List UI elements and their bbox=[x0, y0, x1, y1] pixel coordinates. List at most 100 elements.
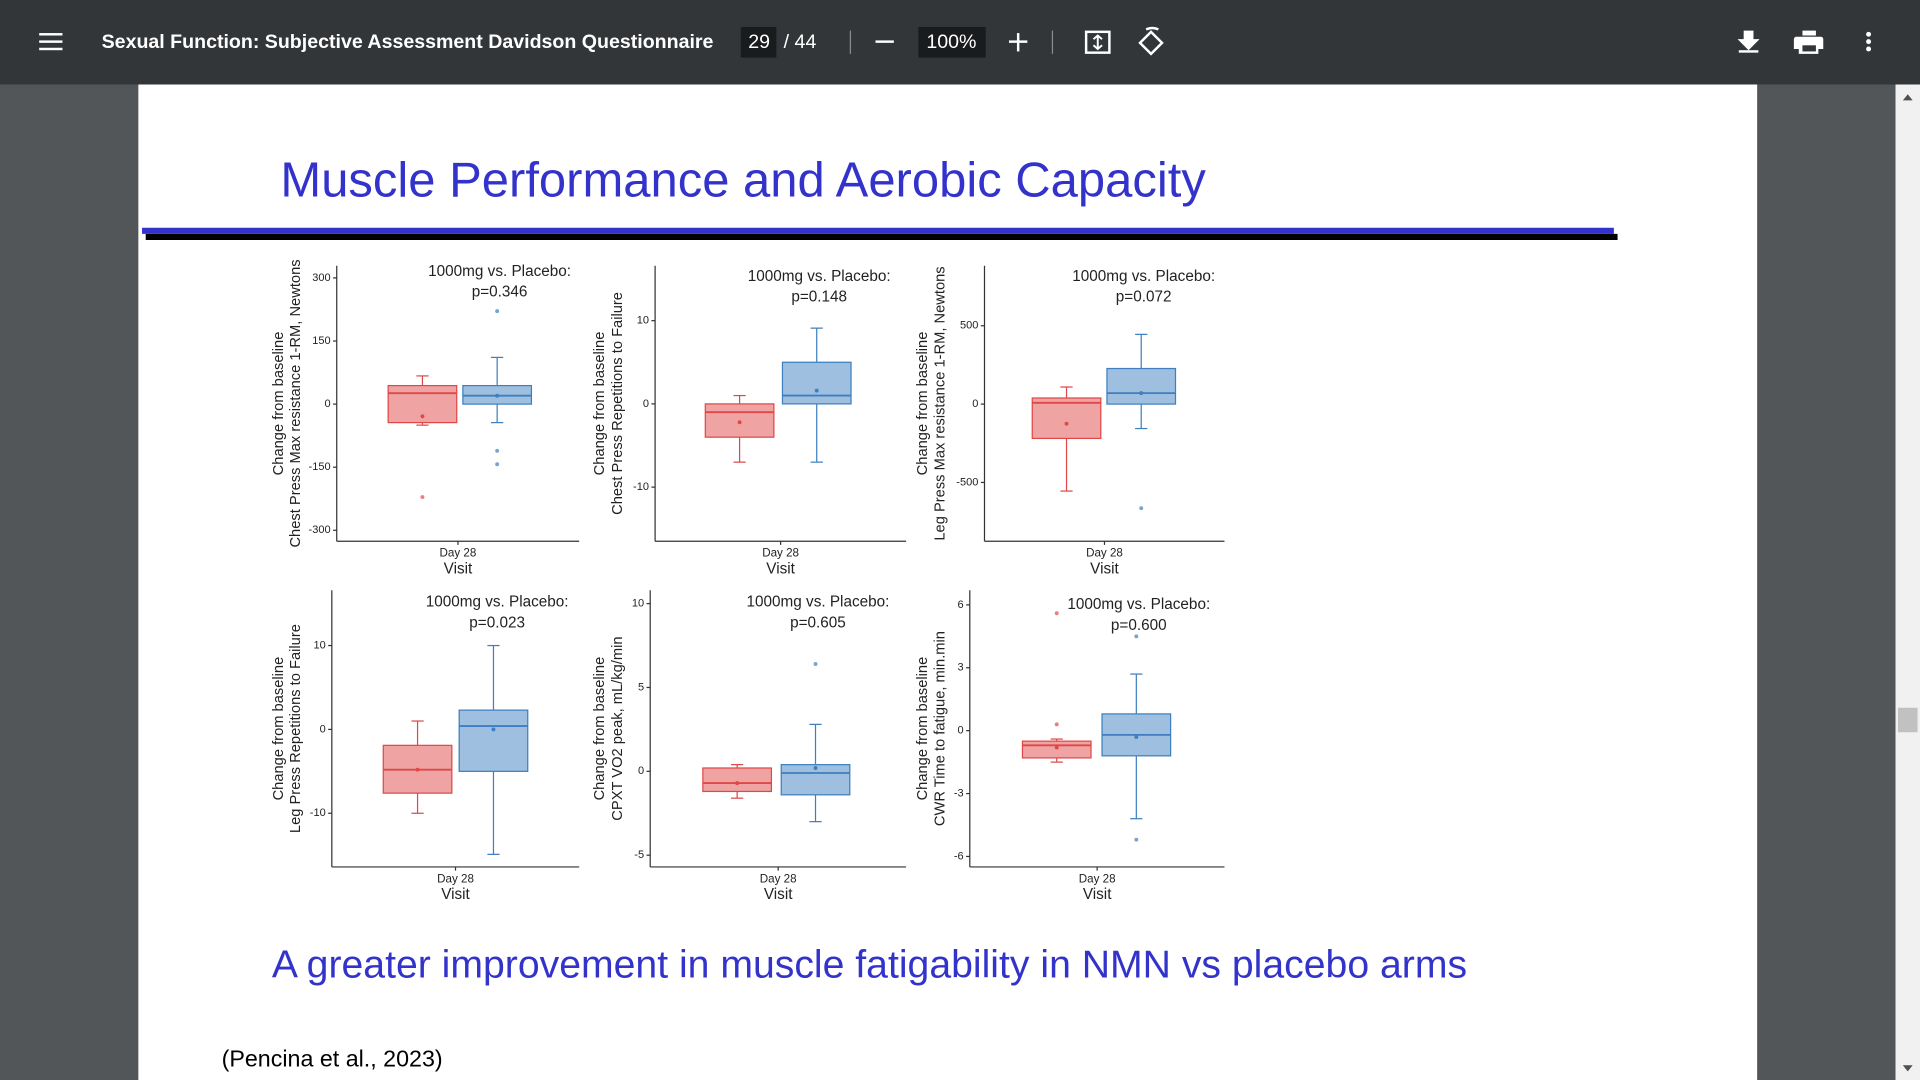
scrollbar-thumb[interactable] bbox=[1897, 707, 1918, 733]
p-value-annotation: 1000mg vs. Placebo: bbox=[428, 263, 571, 280]
outlier bbox=[495, 462, 500, 467]
y-tick-label: 0 bbox=[320, 723, 326, 735]
p-value-annotation: 1000mg vs. Placebo: bbox=[1072, 268, 1215, 285]
separator bbox=[1051, 30, 1054, 54]
menu-button[interactable] bbox=[39, 33, 63, 51]
p-value-annotation: 1000mg vs. Placebo: bbox=[747, 593, 890, 610]
y-axis-title: Leg Press Repetitions to Failure bbox=[288, 624, 304, 833]
y-tick-label: -3 bbox=[954, 787, 964, 799]
x-axis-title: Visit bbox=[766, 560, 795, 577]
y-tick-label: -5 bbox=[634, 849, 644, 861]
rotate[interactable] bbox=[1138, 26, 1164, 56]
more-options[interactable] bbox=[1866, 31, 1872, 52]
print[interactable] bbox=[1793, 30, 1824, 54]
mean bbox=[415, 767, 420, 772]
x-axis-title: Visit bbox=[1090, 560, 1119, 577]
outlier bbox=[1134, 837, 1139, 842]
y-axis-title: Change from baseline bbox=[271, 657, 287, 801]
y-tick-label: -10 bbox=[633, 481, 649, 493]
y-axis-title: Change from baseline bbox=[592, 657, 608, 801]
page-input-box[interactable] bbox=[740, 26, 777, 58]
outlier bbox=[420, 495, 425, 500]
outlier bbox=[1139, 506, 1144, 511]
p-value-annotation: p=0.346 bbox=[472, 284, 528, 301]
y-axis-title: Change from baseline bbox=[271, 332, 287, 476]
outlier bbox=[495, 448, 500, 453]
conclusion: A greater improvement in muscle fatigabi… bbox=[272, 944, 1467, 987]
mean bbox=[735, 781, 740, 786]
x-axis-title: Visit bbox=[441, 886, 470, 903]
scrollbar[interactable] bbox=[1895, 84, 1920, 1080]
x-tick-label: Day 28 bbox=[437, 872, 474, 885]
y-tick-label: 5 bbox=[638, 681, 644, 693]
zoom-out[interactable] bbox=[875, 40, 894, 43]
y-tick-label: 10 bbox=[632, 598, 644, 610]
y-tick-label: 300 bbox=[312, 272, 330, 284]
p-value-annotation: p=0.600 bbox=[1111, 617, 1167, 634]
scroll-up[interactable] bbox=[1902, 94, 1913, 101]
x-axis-title: Visit bbox=[1083, 886, 1112, 903]
y-tick-label: 10 bbox=[313, 639, 325, 651]
fit-page[interactable] bbox=[1084, 30, 1111, 54]
y-tick-label: 150 bbox=[312, 335, 330, 347]
p-value-annotation: 1000mg vs. Placebo: bbox=[1067, 596, 1210, 613]
outlier bbox=[1134, 634, 1139, 639]
box bbox=[781, 361, 852, 405]
y-axis-title: Change from baseline bbox=[915, 657, 931, 801]
y-tick-label: 6 bbox=[958, 599, 964, 611]
p-value-annotation: 1000mg vs. Placebo: bbox=[748, 268, 891, 285]
x-axis-title: Visit bbox=[444, 560, 473, 577]
y-tick-label: 0 bbox=[958, 725, 964, 737]
zoom-in[interactable] bbox=[1008, 33, 1028, 52]
zoom-level[interactable]: 100% bbox=[926, 31, 976, 53]
document-title: Sexual Function: Subjective Assessment D… bbox=[102, 31, 714, 53]
mean bbox=[1139, 391, 1144, 396]
page-total: / 44 bbox=[784, 31, 817, 53]
box bbox=[702, 767, 773, 793]
y-axis-title: CWR Time to fatigue, min.min bbox=[932, 631, 948, 826]
separator bbox=[849, 30, 852, 54]
y-axis-title: Chest Press Max resistance 1-RM, Newtons bbox=[288, 259, 304, 547]
y-tick-label: 500 bbox=[960, 320, 978, 332]
outlier bbox=[813, 662, 818, 666]
y-axis-title: Change from baseline bbox=[915, 332, 931, 476]
mean bbox=[1054, 745, 1059, 750]
y-tick-label: -10 bbox=[310, 807, 326, 819]
x-tick-label: Day 28 bbox=[1086, 547, 1123, 560]
citation: (Pencina et al., 2023) bbox=[222, 1046, 443, 1072]
y-tick-label: -150 bbox=[309, 461, 331, 473]
title-rule-shadow bbox=[145, 233, 1618, 240]
box bbox=[1021, 740, 1092, 759]
mean bbox=[814, 388, 819, 393]
p-value-annotation: p=0.148 bbox=[791, 289, 847, 306]
title-rule bbox=[142, 227, 1614, 234]
x-axis-title: Visit bbox=[764, 886, 793, 903]
pdf-page bbox=[138, 84, 1758, 1080]
y-tick-label: 3 bbox=[958, 662, 964, 674]
y-tick-label: -300 bbox=[309, 524, 331, 536]
mean bbox=[420, 414, 425, 419]
mean bbox=[491, 727, 496, 732]
box bbox=[458, 709, 529, 772]
zoom-input-box[interactable] bbox=[918, 26, 986, 58]
y-tick-label: 0 bbox=[324, 398, 330, 410]
mean bbox=[813, 766, 818, 770]
download[interactable] bbox=[1737, 30, 1760, 53]
p-value-annotation: p=0.023 bbox=[469, 614, 525, 631]
page-number[interactable]: 29 bbox=[748, 31, 770, 53]
slide-title: Muscle Performance and Aerobic Capacity bbox=[280, 154, 1206, 208]
y-axis-title: Leg Press Max resistance 1-RM, Newtons bbox=[932, 266, 948, 540]
mean bbox=[1134, 734, 1139, 739]
p-value-annotation: p=0.072 bbox=[1116, 289, 1172, 306]
p-value-annotation: p=0.605 bbox=[790, 614, 846, 631]
y-axis-title: Chest Press Repetitions to Failure bbox=[610, 292, 626, 515]
mean bbox=[495, 393, 500, 398]
scroll-down[interactable] bbox=[1902, 1065, 1913, 1072]
